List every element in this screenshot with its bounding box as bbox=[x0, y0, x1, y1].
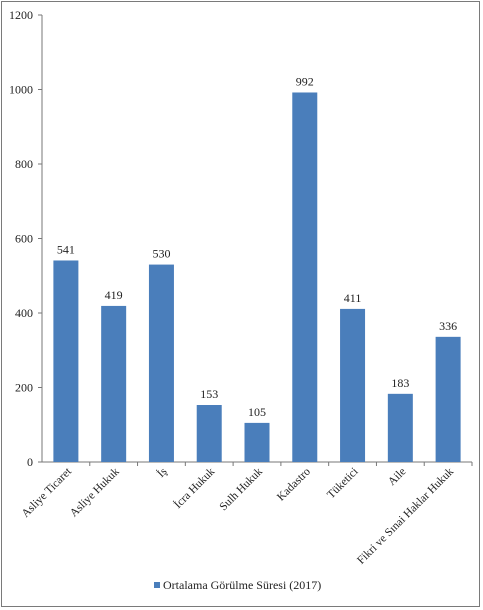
data-label: 183 bbox=[391, 376, 409, 390]
category-label: Asliye Hukuk bbox=[68, 465, 122, 519]
category-label: Kadastro bbox=[275, 465, 313, 503]
legend-label: Ortalama Görülme Süresi (2017) bbox=[163, 578, 321, 592]
bar bbox=[387, 393, 413, 462]
category-label: Asliye Ticaret bbox=[20, 465, 75, 520]
y-tick-label: 1200 bbox=[9, 8, 33, 22]
data-label: 541 bbox=[57, 242, 75, 256]
category-label: Fikri ve Sınai Haklar Hukuk bbox=[355, 465, 456, 566]
bar bbox=[435, 336, 461, 462]
data-label: 153 bbox=[200, 387, 218, 401]
category-label: Tüketici bbox=[325, 466, 361, 502]
bar bbox=[244, 422, 270, 462]
y-tick-label: 800 bbox=[15, 157, 33, 171]
bar bbox=[340, 308, 366, 462]
y-tick-label: 1000 bbox=[9, 83, 33, 97]
y-tick-label: 600 bbox=[15, 232, 33, 246]
legend-swatch bbox=[154, 582, 160, 588]
bar bbox=[101, 305, 127, 462]
bar bbox=[292, 92, 318, 462]
data-label: 992 bbox=[296, 74, 314, 88]
y-tick-label: 0 bbox=[27, 455, 33, 469]
data-label: 411 bbox=[344, 291, 362, 305]
bar bbox=[196, 405, 222, 462]
bar bbox=[148, 264, 174, 462]
data-label: 105 bbox=[248, 405, 266, 419]
category-label: Sulh Hukuk bbox=[218, 465, 266, 513]
category-label: Aile bbox=[386, 466, 408, 488]
data-label: 336 bbox=[439, 319, 457, 333]
y-tick-label: 400 bbox=[15, 306, 33, 320]
data-label: 530 bbox=[152, 247, 170, 261]
bar bbox=[53, 260, 79, 462]
data-label: 419 bbox=[105, 288, 123, 302]
y-tick-label: 200 bbox=[15, 381, 33, 395]
category-label: İcra Hukuk bbox=[171, 464, 218, 511]
category-label: İş bbox=[154, 464, 170, 480]
